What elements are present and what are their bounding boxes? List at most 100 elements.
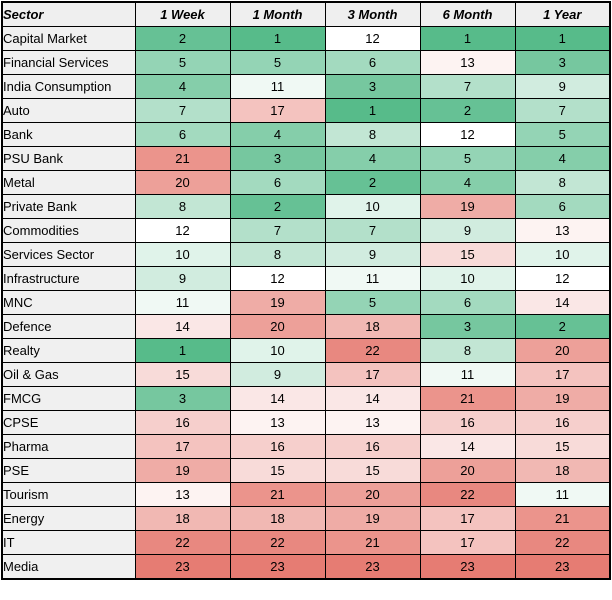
table-row-pharma: Pharma 17 16 16 14 15: [1, 434, 611, 459]
table-row-tourism: Tourism 13 21 20 22 11: [1, 482, 611, 507]
sector-label: Defence: [1, 314, 136, 339]
rank-cell: 23: [229, 554, 326, 580]
table-row-media: Media 23 23 23 23 23: [1, 554, 611, 580]
header-sector: Sector: [1, 1, 136, 27]
sector-rank-heatmap-table: Sector 1 Week 1 Month 3 Month 6 Month 1 Year …: [1, 1, 611, 580]
rank-cell: 14: [514, 290, 611, 315]
sector-label: FMCG: [1, 386, 136, 411]
rank-cell: 1: [134, 338, 231, 363]
rank-cell: 15: [419, 242, 516, 267]
rank-cell: 10: [419, 266, 516, 291]
rank-cell: 2: [324, 170, 421, 195]
rank-cell: 20: [419, 458, 516, 483]
rank-cell: 15: [229, 458, 326, 483]
rank-cell: 19: [229, 290, 326, 315]
header-1-year: 1 Year: [514, 1, 611, 27]
rank-cell: 5: [514, 122, 611, 147]
rank-cell: 10: [324, 194, 421, 219]
table-row-mnc: MNC 11 19 5 6 14: [1, 290, 611, 315]
table-row-services-sector: Services Sector 10 8 9 15 10: [1, 242, 611, 267]
rank-cell: 15: [134, 362, 231, 387]
sector-label: Pharma: [1, 434, 136, 459]
rank-cell: 22: [229, 530, 326, 555]
table-row-capital-market: Capital Market 2 1 12 1 1: [1, 26, 611, 51]
rank-cell: 1: [419, 26, 516, 51]
rank-cell: 8: [229, 242, 326, 267]
rank-cell: 6: [229, 170, 326, 195]
rank-cell: 23: [514, 554, 611, 580]
table-row-auto: Auto 7 17 1 2 7: [1, 98, 611, 123]
rank-cell: 21: [514, 506, 611, 531]
rank-cell: 13: [514, 218, 611, 243]
sector-label: Oil & Gas: [1, 362, 136, 387]
rank-cell: 20: [134, 170, 231, 195]
rank-cell: 9: [324, 242, 421, 267]
rank-cell: 16: [324, 434, 421, 459]
rank-cell: 22: [419, 482, 516, 507]
rank-cell: 7: [514, 98, 611, 123]
sector-label: Metal: [1, 170, 136, 195]
rank-cell: 12: [134, 218, 231, 243]
rank-cell: 21: [134, 146, 231, 171]
rank-cell: 3: [419, 314, 516, 339]
header-1-month: 1 Month: [229, 1, 326, 27]
rank-cell: 16: [419, 410, 516, 435]
sector-label: Media: [1, 554, 136, 580]
rank-cell: 8: [134, 194, 231, 219]
table-row-energy: Energy 18 18 19 17 21: [1, 506, 611, 531]
rank-cell: 14: [134, 314, 231, 339]
rank-cell: 1: [324, 98, 421, 123]
rank-cell: 2: [134, 26, 231, 51]
rank-cell: 11: [514, 482, 611, 507]
rank-cell: 19: [324, 506, 421, 531]
rank-cell: 9: [229, 362, 326, 387]
rank-cell: 5: [324, 290, 421, 315]
rank-cell: 21: [419, 386, 516, 411]
table-row-commodities: Commodities 12 7 7 9 13: [1, 218, 611, 243]
rank-cell: 23: [324, 554, 421, 580]
rank-cell: 19: [134, 458, 231, 483]
rank-cell: 2: [229, 194, 326, 219]
rank-cell: 17: [419, 530, 516, 555]
rank-cell: 11: [324, 266, 421, 291]
sector-label: Financial Services: [1, 50, 136, 75]
rank-cell: 17: [514, 362, 611, 387]
sector-label: PSE: [1, 458, 136, 483]
rank-cell: 8: [324, 122, 421, 147]
table-row-bank: Bank 6 4 8 12 5: [1, 122, 611, 147]
rank-cell: 13: [324, 410, 421, 435]
rank-cell: 12: [419, 122, 516, 147]
sector-label: IT: [1, 530, 136, 555]
rank-cell: 18: [134, 506, 231, 531]
rank-cell: 14: [324, 386, 421, 411]
rank-cell: 6: [324, 50, 421, 75]
rank-cell: 6: [514, 194, 611, 219]
rank-cell: 13: [419, 50, 516, 75]
sector-label: Capital Market: [1, 26, 136, 51]
sector-label: Energy: [1, 506, 136, 531]
rank-cell: 13: [229, 410, 326, 435]
rank-cell: 21: [229, 482, 326, 507]
table-row-cpse: CPSE 16 13 13 16 16: [1, 410, 611, 435]
table-row-it: IT 22 22 21 17 22: [1, 530, 611, 555]
rank-cell: 11: [134, 290, 231, 315]
rank-cell: 20: [229, 314, 326, 339]
sector-label: Tourism: [1, 482, 136, 507]
sector-label: India Consumption: [1, 74, 136, 99]
rank-cell: 5: [134, 50, 231, 75]
rank-cell: 17: [324, 362, 421, 387]
sector-label: Services Sector: [1, 242, 136, 267]
rank-cell: 4: [229, 122, 326, 147]
rank-cell: 4: [514, 146, 611, 171]
rank-cell: 1: [229, 26, 326, 51]
rank-cell: 5: [419, 146, 516, 171]
rank-cell: 11: [419, 362, 516, 387]
rank-cell: 13: [134, 482, 231, 507]
rank-cell: 16: [134, 410, 231, 435]
rank-cell: 21: [324, 530, 421, 555]
rank-cell: 9: [134, 266, 231, 291]
rank-cell: 22: [514, 530, 611, 555]
rank-cell: 10: [514, 242, 611, 267]
rank-cell: 10: [229, 338, 326, 363]
